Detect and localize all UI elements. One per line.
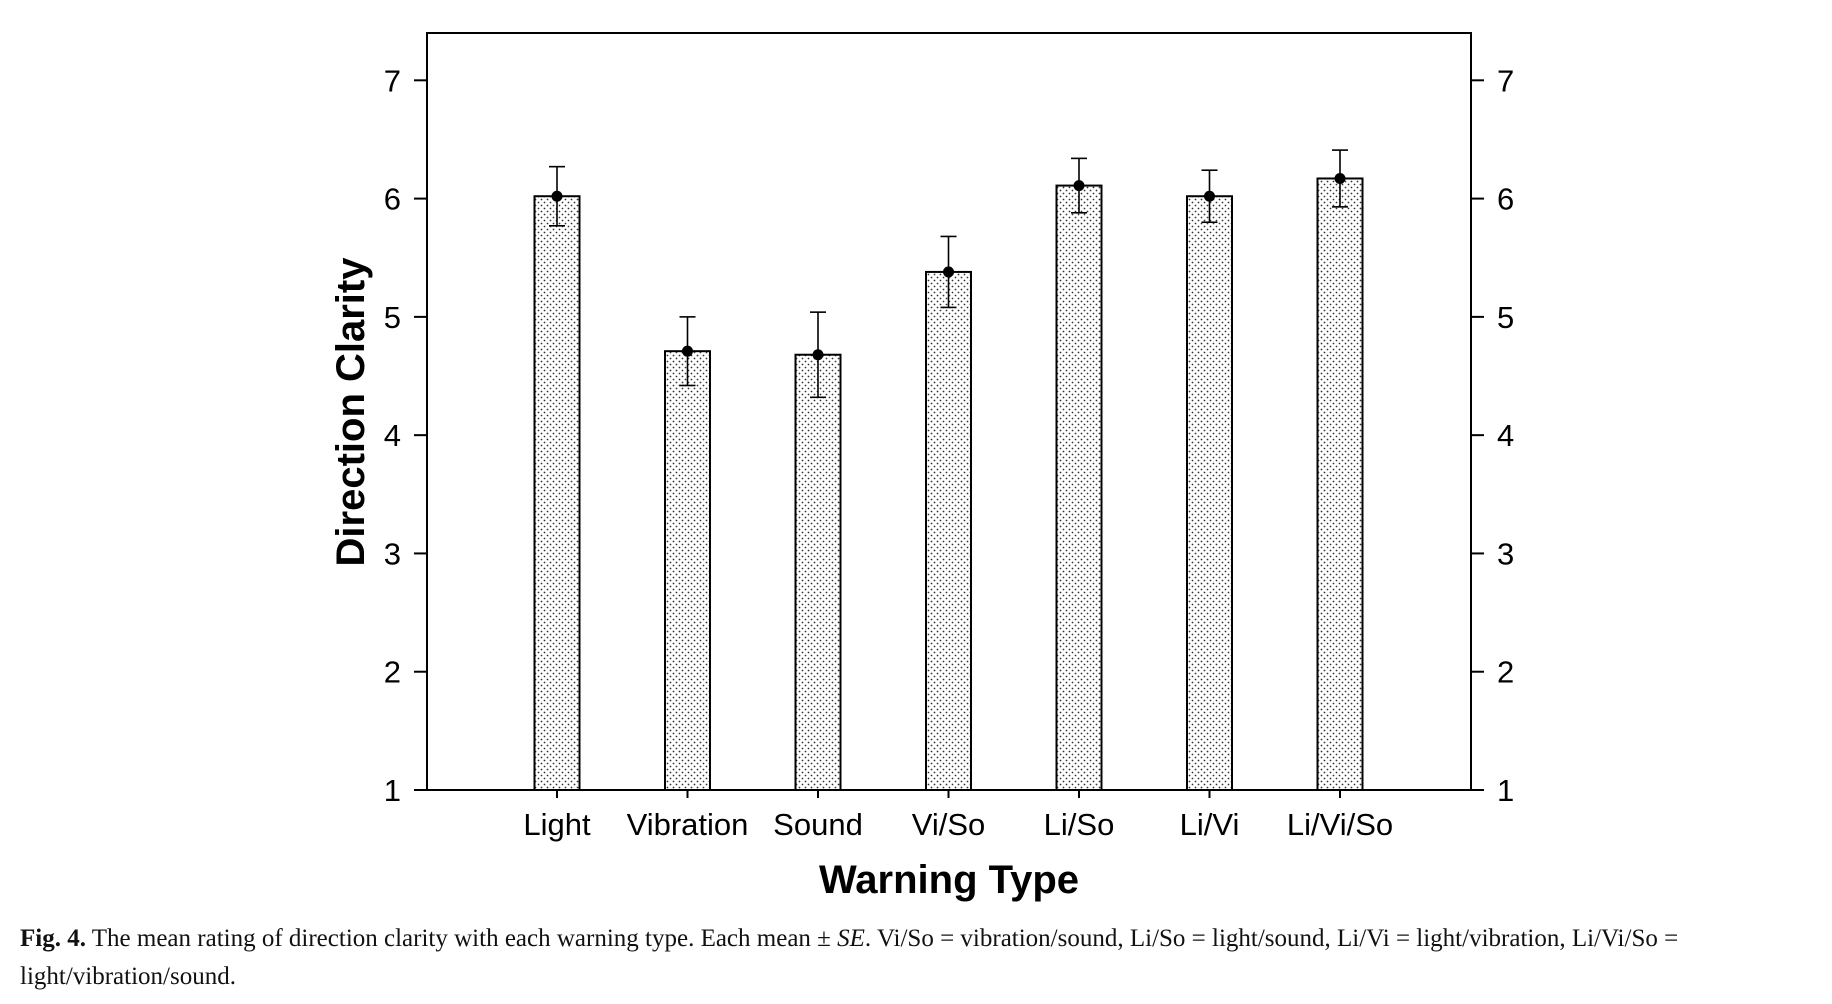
x-tick-label-3: Vi/So [912,807,986,842]
mean-point-2 [812,349,824,361]
figure-caption: Fig. 4. The mean rating of direction cla… [20,920,1820,996]
caption-text-1: The mean rating of direction clarity wit… [85,925,838,952]
bars-layer [533,149,1364,792]
x-tick-label-0: Light [523,807,591,842]
y-tick-label-right: 2 [1497,655,1514,690]
y-tick-label-right: 4 [1497,418,1514,453]
y-tick-label-left: 4 [384,418,401,453]
y-tick-label-right: 3 [1497,536,1514,571]
y-tick-label-right: 6 [1497,182,1514,217]
mean-point-5 [1204,190,1215,202]
bar-4 [1055,184,1103,791]
x-tick-label-1: Vibration [627,807,749,842]
mean-point-0 [551,190,563,202]
bar-0 [533,195,581,791]
mean-point-3 [943,266,954,278]
mean-point-6 [1334,172,1346,184]
figure-label: Fig. 4. [20,925,86,952]
bar-3 [925,270,972,792]
mean-point-4 [1073,180,1085,192]
x-axis-title: Warning Type [819,858,1079,902]
x-axis: Light Vibration Sound Vi/So Li/So Li/Vi Li/Vi/… [523,790,1393,842]
bar-6 [1316,177,1364,791]
bar-chart: 1 2 3 4 5 6 7 1 2 3 4 5 6 7 Light Vibration Sound Vi/So… [329,32,1514,902]
y-tick-label-right: 5 [1497,300,1514,335]
y-axis-left: 1 2 3 4 5 6 7 [384,63,427,808]
y-tick-label-left: 6 [384,182,401,217]
bar-5 [1186,195,1233,791]
x-tick-label-5: Li/Vi [1180,807,1240,842]
y-axis-title: Direction Clarity [329,257,373,567]
mean-point-1 [682,345,693,357]
y-tick-label-right: 1 [1497,773,1514,808]
y-tick-label-left: 7 [384,63,401,98]
x-tick-label-6: Li/Vi/So [1287,807,1393,842]
y-axis-right: 1 2 3 4 5 6 7 [1471,63,1514,808]
bar-1 [664,350,711,791]
caption-se: SE [837,925,865,952]
y-tick-label-left: 2 [384,655,401,690]
y-tick-label-left: 1 [384,773,401,808]
bar-2 [794,353,842,791]
caption-text-2: . Vi/So = vibration/sound, Li/So = light… [20,925,1679,990]
x-tick-label-2: Sound [773,807,863,842]
y-tick-label-left: 5 [384,300,401,335]
x-tick-label-4: Li/So [1044,807,1115,842]
y-tick-label-left: 3 [384,536,401,571]
y-tick-label-right: 7 [1497,63,1514,98]
